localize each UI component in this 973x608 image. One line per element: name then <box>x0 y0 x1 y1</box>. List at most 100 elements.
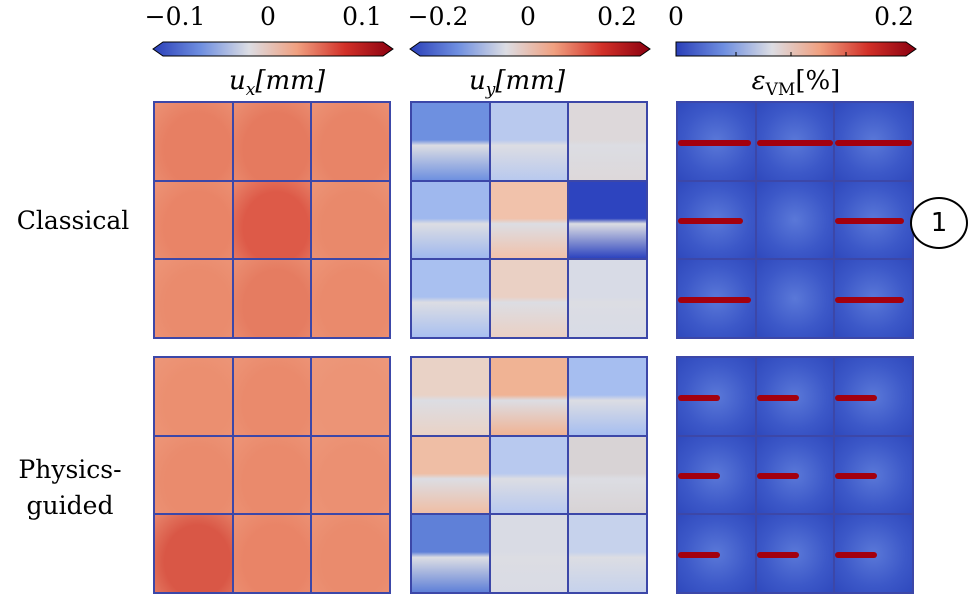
tile-ux-physics-guided-2 <box>233 358 311 435</box>
label-uy-unit: [mm] <box>495 66 565 96</box>
crack-classical-4 <box>678 218 744 225</box>
tile-evm-physics-guided-7 <box>678 515 755 592</box>
row-label-classical: Classical <box>3 203 143 239</box>
label-ux-symbol: u <box>229 66 246 96</box>
tile-evm-physics-guided-3 <box>835 358 912 435</box>
tile-ux-physics-guided-9 <box>312 515 389 592</box>
colorbar-uy-gradient <box>409 41 651 57</box>
colorbar-evm-tick-max: 0.2 <box>874 2 914 31</box>
tile-uy-physics-guided-5 <box>490 436 568 514</box>
crack-physics-guided-8 <box>756 552 799 559</box>
tile-evm-classical-3 <box>835 103 912 180</box>
tile-uy-physics-guided-1 <box>412 358 489 435</box>
tile-uy-physics-guided-3 <box>569 358 646 435</box>
row-label-physics-guided-line1: Physics- <box>18 455 122 484</box>
tile-uy-physics-guided-8 <box>490 515 568 592</box>
label-evm-sub: VM <box>765 80 796 101</box>
crack-classical-3 <box>835 139 912 146</box>
tile-ux-physics-guided-4 <box>155 436 232 514</box>
tile-uy-classical-2 <box>490 103 568 180</box>
colorbar-evm-tick-min: 0 <box>668 2 684 31</box>
tile-evm-classical-6 <box>835 181 912 259</box>
tile-ux-classical-5 <box>233 181 311 259</box>
tile-ux-classical-4 <box>155 181 232 259</box>
tile-evm-physics-guided-2 <box>756 358 834 435</box>
tile-ux-classical-3 <box>312 103 389 180</box>
tile-ux-classical-2 <box>233 103 311 180</box>
tile-ux-physics-guided-1 <box>155 358 232 435</box>
crack-physics-guided-3 <box>835 394 878 401</box>
colorbar-ux-tick-min: −0.1 <box>144 2 206 31</box>
tile-ux-physics-guided-8 <box>233 515 311 592</box>
tile-ux-classical-7 <box>155 260 232 337</box>
label-uy: uy[mm] <box>469 64 565 107</box>
row-label-physics-guided: Physics- guided <box>0 452 140 524</box>
tile-ux-physics-guided-3 <box>312 358 389 435</box>
colorbar-ux-gradient <box>152 41 394 57</box>
tile-ux-physics-guided-6 <box>312 436 389 514</box>
tile-evm-classical-1 <box>678 103 755 180</box>
crack-physics-guided-7 <box>678 552 721 559</box>
row-label-physics-guided-line2: guided <box>26 491 114 520</box>
tile-uy-classical-5 <box>490 181 568 259</box>
tile-evm-physics-guided-8 <box>756 515 834 592</box>
tile-evm-classical-7 <box>678 260 755 337</box>
crack-physics-guided-2 <box>756 394 799 401</box>
label-ux-sub: x <box>245 80 256 101</box>
tile-evm-physics-guided-5 <box>756 436 834 514</box>
crack-classical-6 <box>835 218 905 225</box>
crack-classical-1 <box>678 139 751 146</box>
tile-evm-classical-2 <box>756 103 834 180</box>
tile-evm-physics-guided-9 <box>835 515 912 592</box>
crack-physics-guided-4 <box>678 473 721 480</box>
tile-uy-physics-guided-6 <box>569 436 646 514</box>
tile-evm-physics-guided-4 <box>678 436 755 514</box>
tile-uy-classical-4 <box>412 181 489 259</box>
colorbar-uy-tick-min: −0.2 <box>407 2 469 31</box>
tile-evm-physics-guided-6 <box>835 436 912 514</box>
colorbar-evm <box>675 41 917 57</box>
tile-ux-classical-1 <box>155 103 232 180</box>
tile-evm-classical-8 <box>756 260 834 337</box>
tile-ux-classical-9 <box>312 260 389 337</box>
colorbar-ux <box>152 41 394 57</box>
label-ux: ux[mm] <box>229 64 325 107</box>
label-uy-sub: y <box>485 80 496 101</box>
label-uy-symbol: u <box>469 66 486 96</box>
tile-ux-classical-8 <box>233 260 311 337</box>
tile-uy-classical-6 <box>569 181 646 259</box>
tile-uy-classical-8 <box>490 260 568 337</box>
tile-uy-classical-7 <box>412 260 489 337</box>
tile-evm-classical-5 <box>756 181 834 259</box>
annotation-marker: 1 <box>910 197 968 249</box>
tile-uy-physics-guided-2 <box>490 358 568 435</box>
label-evm-symbol: ε <box>751 66 766 96</box>
tile-uy-physics-guided-4 <box>412 436 489 514</box>
crack-physics-guided-5 <box>756 473 799 480</box>
crack-classical-7 <box>678 297 751 304</box>
tile-uy-classical-1 <box>412 103 489 180</box>
tile-evm-classical-9 <box>835 260 912 337</box>
tile-ux-physics-guided-5 <box>233 436 311 514</box>
tile-evm-classical-4 <box>678 181 755 259</box>
label-evm: εVM[%] <box>752 64 841 107</box>
tile-evm-physics-guided-1 <box>678 358 755 435</box>
colorbar-uy <box>409 41 651 57</box>
panel-ux-physics-guided <box>153 356 391 594</box>
tile-ux-physics-guided-7 <box>155 515 232 592</box>
colorbar-ux-tick-max: 0.1 <box>342 2 382 31</box>
label-ux-unit: [mm] <box>255 66 325 96</box>
tile-uy-physics-guided-9 <box>569 515 646 592</box>
tile-uy-physics-guided-7 <box>412 515 489 592</box>
crack-physics-guided-9 <box>835 552 878 559</box>
label-evm-unit: [%] <box>795 66 841 96</box>
tile-uy-classical-9 <box>569 260 646 337</box>
tile-ux-classical-6 <box>312 181 389 259</box>
tile-uy-classical-3 <box>569 103 646 180</box>
colorbar-ux-tick-zero: 0 <box>260 2 276 31</box>
panel-evm-physics-guided <box>676 356 914 594</box>
panel-uy-physics-guided <box>410 356 648 594</box>
crack-classical-2 <box>756 139 834 146</box>
crack-physics-guided-1 <box>678 394 721 401</box>
panel-ux-classical <box>153 101 391 339</box>
